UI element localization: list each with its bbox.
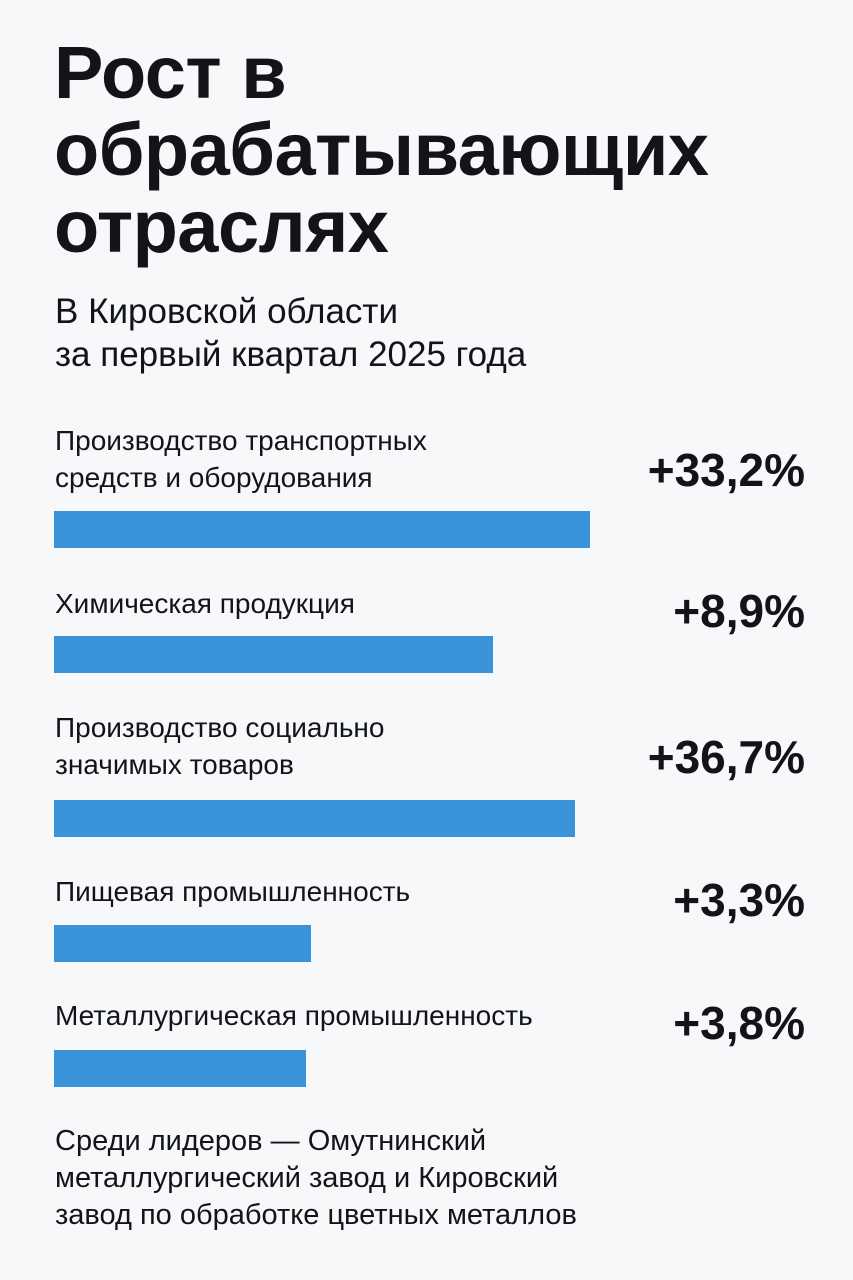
category-label-line: Производство транспортных	[55, 425, 427, 456]
footnote-line-2: металлургический завод и Кировский	[55, 1162, 559, 1194]
subtitle-line-2: за первый квартал 2025 года	[55, 335, 527, 374]
value-label: +8,9%	[673, 585, 805, 637]
category-label-line: значимых товаров	[55, 749, 294, 780]
bar	[54, 1050, 306, 1087]
category-label: Производство социально значимых товаров	[55, 709, 645, 783]
value-label: +36,7%	[647, 731, 805, 783]
category-label-line: Пищевая промышленность	[55, 876, 411, 907]
page-title: Рост в обрабатывающих отраслях	[54, 31, 709, 268]
value-label: +33,2%	[647, 444, 805, 496]
category-label: Производство транспортных средств и обору…	[55, 422, 645, 496]
category-label-line: Металлургическая промышленность	[55, 1000, 533, 1031]
footnote-line-3: завод по обработке цветных металлов	[55, 1199, 577, 1231]
category-label: Металлургическая промышленность	[55, 997, 645, 1034]
subtitle: В Кировской области за первый квартал 20…	[55, 290, 775, 376]
value-label: +3,3%	[673, 874, 805, 926]
category-label: Пищевая промышленность	[55, 873, 645, 910]
bar	[54, 511, 590, 548]
subtitle-line-1: В Кировской области	[55, 292, 398, 331]
footnote-line-1: Среди лидеров — Омутнинский	[55, 1125, 487, 1157]
category-label-line: Производство социально	[55, 712, 385, 743]
bar	[54, 800, 575, 837]
category-label-line: Химическая продукция	[55, 588, 355, 619]
bar	[54, 636, 493, 673]
bar	[54, 925, 311, 962]
value-label: +3,8%	[673, 997, 805, 1049]
category-label: Химическая продукция	[55, 585, 645, 622]
footnote: Среди лидеров — Омутнинский металлургиче…	[55, 1123, 815, 1234]
category-label-line: средств и оборудования	[55, 462, 373, 493]
